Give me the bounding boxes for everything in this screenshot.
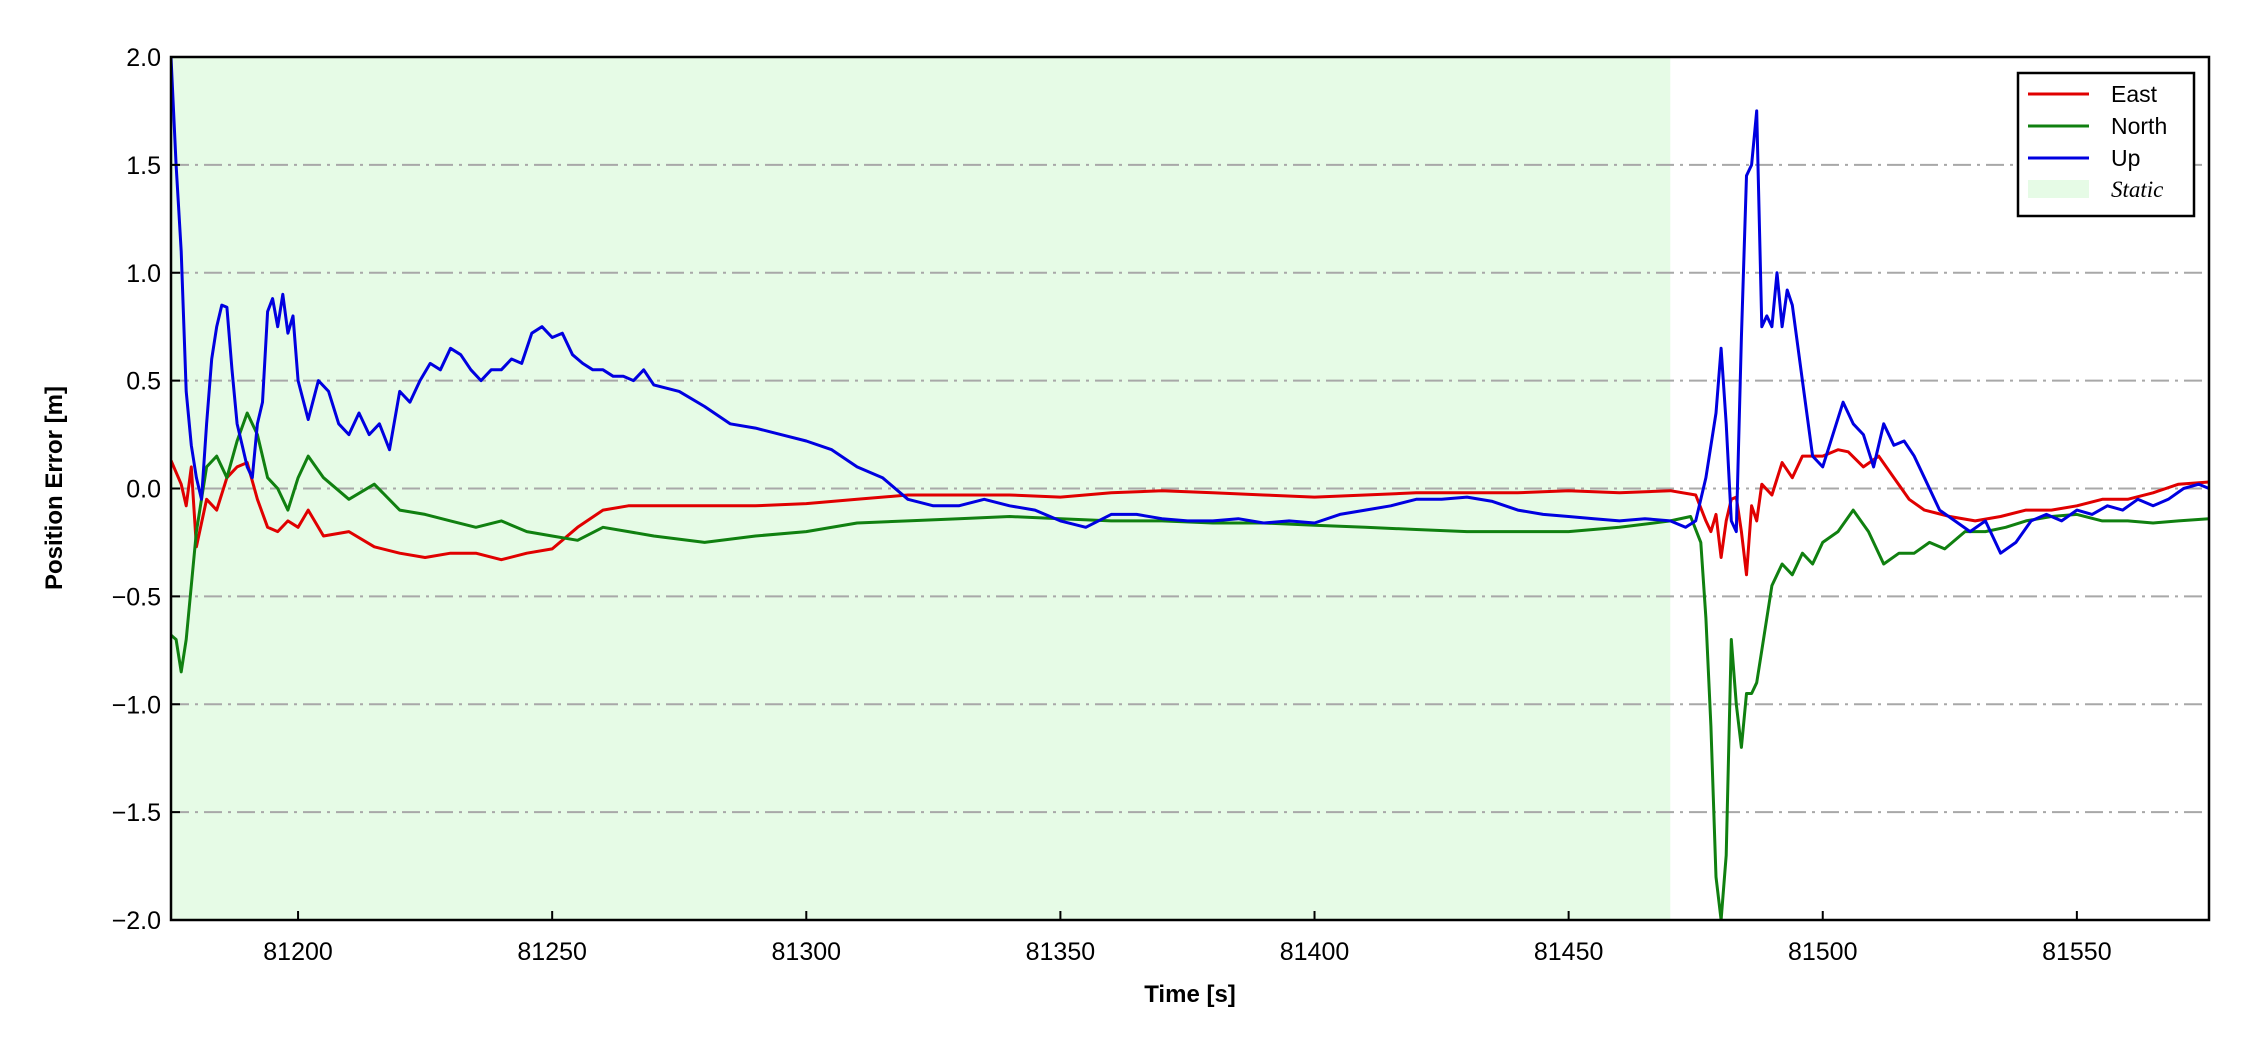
- x-tick-label: 81400: [1280, 938, 1350, 966]
- y-axis-ticks: −2.0 −1.5 −1.0 −0.5 0.0 0.5 1.0 1.5 2.0: [112, 44, 180, 935]
- legend: East North Up Static: [2016, 71, 2196, 218]
- grid-lines: [171, 163, 2209, 814]
- y-tick-label: −2.0: [112, 907, 161, 935]
- y-tick-label: 1.5: [126, 152, 161, 180]
- x-tick-label: 81200: [263, 938, 333, 966]
- legend-static-swatch: [2028, 180, 2089, 198]
- y-axis-title: Position Error [m]: [41, 386, 68, 590]
- x-axis-title: Time [s]: [1144, 981, 1236, 1008]
- series-line-north: [171, 411, 2209, 920]
- y-tick-label: 1.0: [126, 260, 161, 288]
- static-shaded-region: [171, 57, 1671, 920]
- x-tick-label: 81500: [1788, 938, 1858, 966]
- y-tick-label: 0.5: [126, 368, 161, 396]
- x-tick-label: 81350: [1026, 938, 1096, 966]
- legend-north-label: North: [2111, 113, 2167, 139]
- x-axis-ticks: 81200 81250 81300 81350 81400 81450 81500 81550: [263, 911, 2112, 966]
- legend-east-label: East: [2111, 81, 2158, 107]
- legend-static-label: Static: [2111, 177, 2163, 202]
- x-tick-label: 81550: [2042, 938, 2112, 966]
- x-tick-label: 81250: [517, 938, 587, 966]
- y-tick-label: 2.0: [126, 44, 161, 72]
- y-tick-label: 0.0: [126, 476, 161, 504]
- series-line-east: [171, 448, 2209, 577]
- series-layer: [171, 57, 2209, 920]
- x-tick-label: 81450: [1534, 938, 1604, 966]
- y-tick-label: −0.5: [112, 583, 161, 611]
- legend-up-label: Up: [2111, 145, 2140, 171]
- x-tick-label: 81300: [772, 938, 842, 966]
- y-tick-label: −1.0: [112, 691, 161, 719]
- y-tick-label: −1.5: [112, 799, 161, 827]
- series-line-up: [171, 57, 2209, 555]
